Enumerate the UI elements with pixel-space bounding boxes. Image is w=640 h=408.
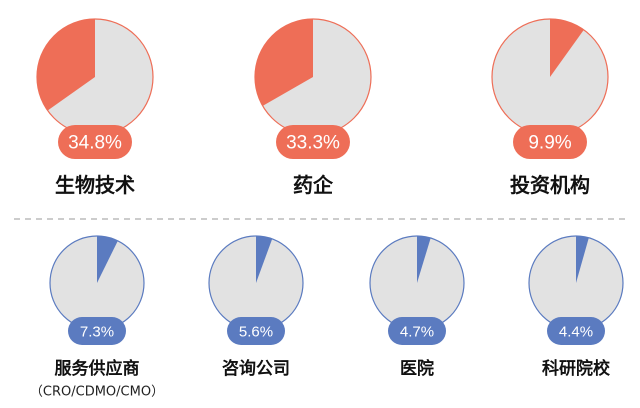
pie-slice: [417, 236, 431, 283]
category-label: 生物技术: [55, 173, 135, 197]
pie-top-1: 33.3% 药企: [254, 18, 372, 197]
value-pill: [58, 125, 132, 159]
pie-bottom-2: 4.7% 医院: [369, 235, 465, 379]
pie-bottom-0: 7.3% 服务供应商 （CRO/CDMO/CMO）: [30, 235, 164, 400]
pie-top-2: 9.9% 投资机构: [491, 18, 609, 197]
pie-slice: [255, 19, 313, 106]
value-label: 5.6%: [239, 324, 273, 341]
category-label: 医院: [400, 358, 434, 379]
value-pill: [276, 125, 350, 159]
pie-bottom-3: 4.4% 科研院校: [528, 235, 624, 379]
value-label: 7.3%: [80, 324, 114, 341]
value-pill: [68, 317, 126, 345]
value-pill: [547, 317, 605, 345]
value-label: 4.7%: [400, 324, 434, 341]
value-label: 4.4%: [559, 324, 593, 341]
pie-slice: [256, 236, 273, 283]
value-label: 33.3%: [286, 133, 340, 154]
value-pill: [227, 317, 285, 345]
value-pill: [513, 125, 587, 159]
pie-bottom-1: 5.6% 咨询公司: [208, 235, 304, 379]
category-sublabel: （CRO/CDMO/CMO）: [30, 385, 164, 400]
value-label: 9.9%: [528, 133, 571, 154]
value-pill: [388, 317, 446, 345]
category-label: 药企: [293, 173, 334, 197]
pie-slice: [97, 236, 118, 283]
pie-slice: [550, 19, 584, 77]
pie-top-0: 34.8% 生物技术: [36, 18, 154, 197]
pie-slice: [36, 19, 95, 111]
category-label: 咨询公司: [222, 358, 290, 379]
pie-slice: [576, 236, 589, 283]
value-label: 34.8%: [68, 133, 122, 154]
category-label: 科研院校: [542, 358, 611, 379]
category-label: 投资机构: [510, 173, 590, 197]
category-label: 服务供应商: [55, 358, 140, 379]
